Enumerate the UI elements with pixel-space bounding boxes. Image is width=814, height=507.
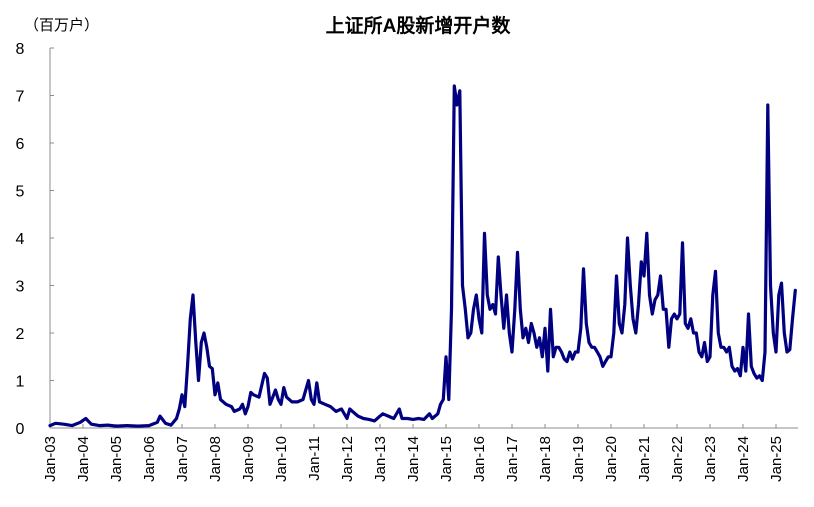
x-tick-label: Jan-04 [75,436,92,482]
y-tick-label: 6 [16,136,25,153]
x-tick-label: Jan-11 [306,436,323,481]
y-tick-label: 3 [16,279,25,296]
x-tick-label: Jan-15 [438,436,455,482]
y-tick-label: 2 [16,326,25,343]
x-tick-label: Jan-14 [405,436,422,482]
x-tick-label: Jan-24 [735,436,752,482]
y-tick-label: 8 [16,41,25,58]
x-tick-label: Jan-03 [42,436,59,482]
y-tick-label: 5 [16,184,25,201]
x-tick-label: Jan-25 [768,436,785,482]
series-line [48,84,797,428]
x-tick-label: Jan-07 [174,436,191,482]
x-tick-label: Jan-19 [570,436,587,482]
x-tick-label: Jan-17 [504,436,521,482]
x-tick-label: Jan-05 [108,436,125,482]
chart-title: 上证所A股新增开户数 [326,14,512,37]
x-tick-label: Jan-16 [471,436,488,482]
y-tick-label: 4 [16,231,25,248]
x-tick-label: Jan-10 [273,436,290,482]
y-tick-label: 7 [16,89,25,106]
x-tick-label: Jan-22 [669,436,686,482]
y-axis: 0 1 2 3 4 5 6 7 8 [16,41,54,438]
x-tick-label: Jan-09 [240,436,257,482]
x-tick-label: Jan-13 [372,436,389,482]
x-tick-label: Jan-12 [339,436,356,482]
x-tick-label: Jan-20 [603,436,620,482]
x-axis: Jan-03 Jan-04 Jan-05 Jan-06 Jan-07 Jan-08 Jan-… [42,424,798,482]
y-tick-label: 1 [16,374,25,391]
y-axis-unit-label: （百万户） [24,17,99,34]
x-tick-label: Jan-21 [636,436,653,482]
x-tick-label: Jan-06 [141,436,158,482]
x-tick-label: Jan-18 [537,436,554,482]
x-tick-label: Jan-23 [702,436,719,482]
y-tick-label: 0 [16,421,25,438]
x-tick-label: Jan-08 [207,436,224,482]
